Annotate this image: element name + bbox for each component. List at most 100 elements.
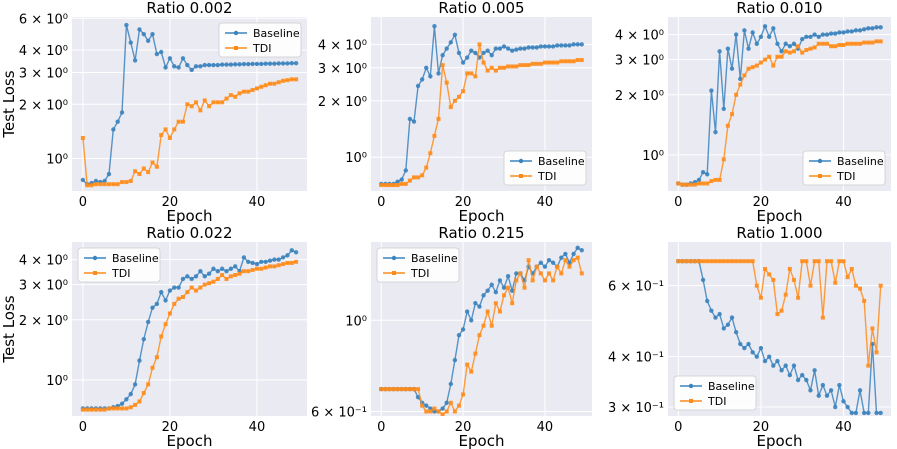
data-point-baseline — [571, 42, 576, 47]
data-point-tdi — [758, 295, 763, 300]
data-point-tdi — [102, 407, 107, 412]
data-point-tdi — [579, 58, 584, 63]
data-point-baseline — [775, 41, 780, 46]
data-point-tdi — [696, 259, 701, 264]
data-point-tdi — [461, 89, 466, 94]
data-point-tdi — [692, 182, 697, 187]
y-tick-label: 4 × 10⁰ — [615, 29, 664, 44]
data-point-tdi — [820, 41, 825, 46]
data-point-tdi — [767, 272, 772, 277]
panel-title: Ratio 0.215 — [438, 224, 524, 242]
data-point-baseline — [816, 34, 821, 40]
data-point-baseline — [124, 22, 129, 28]
data-point-baseline — [241, 61, 247, 67]
data-point-tdi — [796, 44, 801, 49]
data-point-baseline — [102, 178, 107, 184]
data-point-tdi — [246, 269, 251, 274]
data-point-tdi — [289, 260, 294, 265]
data-point-baseline — [448, 381, 454, 387]
data-point-baseline — [750, 30, 755, 35]
data-point-tdi — [207, 104, 212, 109]
data-point-tdi — [220, 273, 225, 278]
data-point-baseline — [246, 259, 251, 265]
data-point-tdi — [750, 65, 755, 70]
data-point-tdi — [250, 87, 255, 92]
chart-panel-3: 0 20 40 10⁰ 2 × 10⁰ 3 × 10⁰ 4 × 10⁰ Ratio 0.010… — [615, 0, 891, 225]
y-tick-label: 2 × 10⁰ — [19, 98, 68, 113]
data-point-tdi — [833, 44, 838, 49]
data-point-baseline — [399, 177, 404, 182]
y-tick-label: 2 × 10⁰ — [615, 89, 664, 104]
data-point-baseline — [522, 46, 527, 51]
data-point-baseline — [464, 55, 470, 60]
data-point-baseline — [758, 345, 764, 351]
data-point-baseline — [452, 357, 458, 363]
data-point-baseline — [721, 326, 726, 331]
data-point-baseline — [575, 42, 580, 47]
data-point-tdi — [849, 266, 854, 271]
data-point-baseline — [232, 62, 238, 67]
data-point-tdi — [878, 39, 883, 44]
data-point-tdi — [469, 369, 474, 374]
data-point-tdi — [391, 183, 396, 188]
data-point-tdi — [481, 323, 486, 328]
data-point-baseline — [857, 28, 863, 33]
data-point-tdi — [452, 98, 457, 103]
data-point-baseline — [469, 48, 474, 53]
data-point-baseline — [783, 41, 788, 46]
data-point-baseline — [440, 406, 445, 411]
y-tick-label: 4 × 10⁰ — [318, 38, 367, 53]
data-point-tdi — [432, 133, 437, 138]
data-point-tdi — [167, 311, 172, 316]
data-point-tdi — [481, 60, 486, 65]
y-tick-label: 10⁰ — [642, 149, 664, 164]
data-point-tdi — [93, 182, 98, 187]
y-tick-label: 3 × 10⁰ — [318, 62, 367, 77]
x-tick-label: 0 — [674, 420, 682, 435]
data-point-baseline — [725, 46, 731, 51]
data-point-baseline — [172, 64, 177, 69]
data-point-tdi — [551, 60, 556, 65]
data-point-tdi — [452, 409, 457, 414]
data-point-tdi — [696, 181, 701, 186]
data-point-baseline — [124, 397, 129, 402]
chart-panel-5: 0 20 40 6 × 10⁻¹ 10⁰ Ratio 0.215 Epoch Baseline… — [311, 224, 592, 449]
data-point-baseline — [779, 368, 784, 373]
data-point-tdi — [676, 259, 681, 264]
data-point-baseline — [542, 44, 548, 49]
data-point-baseline — [700, 169, 706, 175]
data-point-tdi — [469, 71, 474, 76]
data-point-tdi — [120, 180, 125, 185]
data-point-tdi — [791, 277, 796, 282]
y-tick-label: 3 × 10⁻¹ — [608, 401, 664, 416]
legend-label-tdi: TDI — [410, 267, 429, 280]
data-point-baseline — [272, 61, 277, 66]
data-point-baseline — [816, 393, 821, 398]
data-point-tdi — [180, 119, 185, 124]
data-point-tdi — [456, 94, 461, 99]
data-point-baseline — [180, 276, 186, 282]
x-tick-label: 40 — [537, 420, 554, 435]
y-tick-label: 3 × 10⁰ — [19, 279, 68, 294]
x-tick-label: 40 — [835, 420, 852, 435]
data-point-tdi — [734, 259, 739, 264]
x-tick-label: 0 — [377, 420, 385, 435]
legend: Baseline TDI — [376, 247, 460, 283]
data-point-tdi — [791, 49, 796, 54]
data-point-baseline — [185, 274, 190, 279]
data-point-tdi — [403, 181, 408, 186]
data-point-tdi — [448, 400, 453, 405]
data-point-tdi — [874, 39, 879, 44]
data-point-tdi — [399, 181, 404, 186]
y-tick-label: 6 × 10⁻¹ — [608, 280, 664, 295]
data-point-baseline — [211, 62, 216, 68]
data-point-baseline — [289, 248, 294, 253]
x-tick-label: 20 — [162, 420, 179, 435]
y-tick-label: 3 × 10⁰ — [615, 54, 664, 69]
data-point-tdi — [502, 293, 507, 298]
legend-label-baseline: Baseline — [708, 380, 755, 393]
data-point-tdi — [555, 264, 560, 269]
data-point-baseline — [514, 47, 519, 52]
data-point-tdi — [510, 301, 515, 306]
data-point-baseline — [841, 399, 846, 404]
